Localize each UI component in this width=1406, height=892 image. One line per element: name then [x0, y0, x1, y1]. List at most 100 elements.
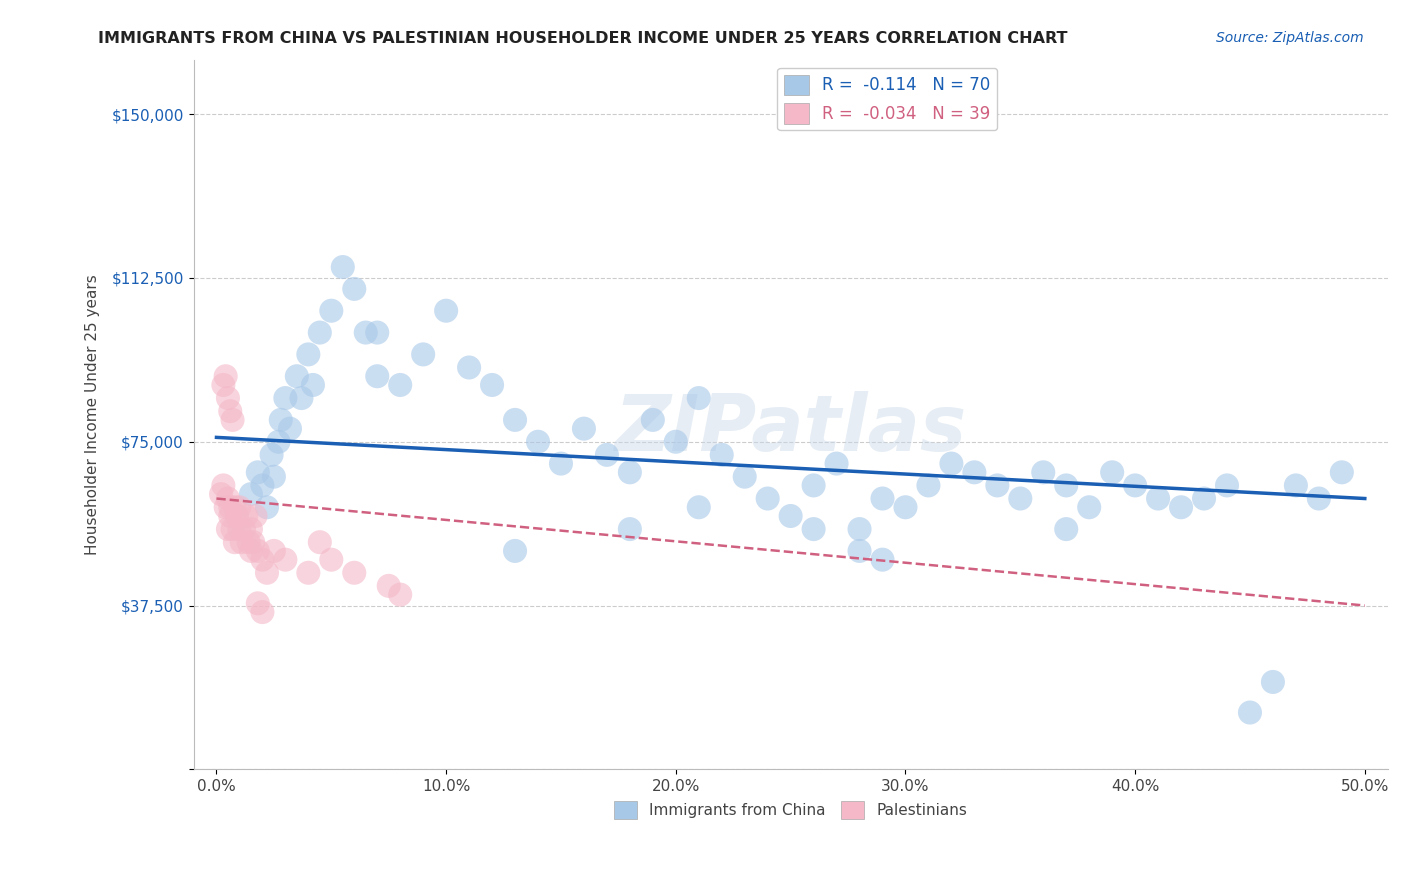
Point [221, 522, 243, 536]
Point [256, 566, 278, 580]
Point [321, 552, 343, 566]
Point [256, 500, 278, 515]
Point [221, 413, 243, 427]
Point [219, 404, 242, 418]
Point [321, 303, 343, 318]
Point [1078, 500, 1101, 515]
Point [219, 508, 242, 523]
Point [217, 391, 239, 405]
Point [217, 491, 239, 506]
Point [963, 466, 986, 480]
Point [214, 500, 236, 515]
Point [1170, 500, 1192, 515]
Point [332, 260, 354, 274]
Point [389, 588, 412, 602]
Text: IMMIGRANTS FROM CHINA VS PALESTINIAN HOUSEHOLDER INCOME UNDER 25 YEARS CORRELATI: IMMIGRANTS FROM CHINA VS PALESTINIAN HOU… [98, 31, 1069, 46]
Point [228, 500, 250, 515]
Point [224, 535, 246, 549]
Point [619, 522, 641, 536]
Point [224, 500, 246, 515]
Point [278, 422, 301, 436]
Point [1010, 491, 1032, 506]
Point [1192, 491, 1215, 506]
Point [1054, 522, 1077, 536]
Point [366, 369, 388, 384]
Point [1147, 491, 1170, 506]
Legend: Immigrants from China, Palestinians: Immigrants from China, Palestinians [607, 795, 973, 825]
Point [1239, 706, 1261, 720]
Point [941, 457, 963, 471]
Point [270, 413, 292, 427]
Point [1054, 478, 1077, 492]
Point [274, 391, 297, 405]
Point [688, 391, 710, 405]
Point [308, 535, 330, 549]
Point [596, 448, 619, 462]
Point [285, 369, 308, 384]
Point [619, 466, 641, 480]
Point [389, 378, 412, 392]
Point [527, 434, 550, 449]
Point [226, 508, 249, 523]
Point [917, 478, 939, 492]
Point [297, 347, 319, 361]
Point [1261, 675, 1284, 690]
Point [228, 522, 250, 536]
Point [214, 369, 236, 384]
Point [308, 326, 330, 340]
Point [233, 522, 256, 536]
Point [246, 596, 269, 610]
Point [377, 579, 399, 593]
Point [239, 522, 262, 536]
Point [239, 544, 262, 558]
Point [1101, 466, 1123, 480]
Point [354, 326, 377, 340]
Point [458, 360, 481, 375]
Point [260, 448, 283, 462]
Point [235, 508, 257, 523]
Point [779, 508, 801, 523]
Point [872, 552, 894, 566]
Point [848, 522, 870, 536]
Point [302, 378, 325, 392]
Point [252, 478, 274, 492]
Point [803, 478, 825, 492]
Point [848, 544, 870, 558]
Point [343, 282, 366, 296]
Text: Source: ZipAtlas.com: Source: ZipAtlas.com [1216, 31, 1364, 45]
Point [252, 552, 274, 566]
Point [503, 413, 526, 427]
Point [366, 326, 388, 340]
Point [710, 448, 733, 462]
Point [412, 347, 434, 361]
Point [641, 413, 664, 427]
Point [434, 303, 457, 318]
Point [212, 478, 235, 492]
Point [242, 535, 264, 549]
Point [481, 378, 503, 392]
Point [1123, 478, 1146, 492]
Point [219, 500, 242, 515]
Point [263, 469, 285, 483]
Point [246, 466, 269, 480]
Point [239, 487, 262, 501]
Point [231, 535, 253, 549]
Point [688, 500, 710, 515]
Point [252, 605, 274, 619]
Point [246, 544, 269, 558]
Point [343, 566, 366, 580]
Point [212, 378, 235, 392]
Point [665, 434, 688, 449]
Point [1032, 466, 1054, 480]
Point [503, 544, 526, 558]
Point [734, 469, 756, 483]
Point [894, 500, 917, 515]
Point [245, 508, 267, 523]
Point [872, 491, 894, 506]
Y-axis label: Householder Income Under 25 years: Householder Income Under 25 years [86, 274, 100, 555]
Point [274, 552, 297, 566]
Point [572, 422, 595, 436]
Point [267, 434, 290, 449]
Point [297, 566, 319, 580]
Point [238, 535, 260, 549]
